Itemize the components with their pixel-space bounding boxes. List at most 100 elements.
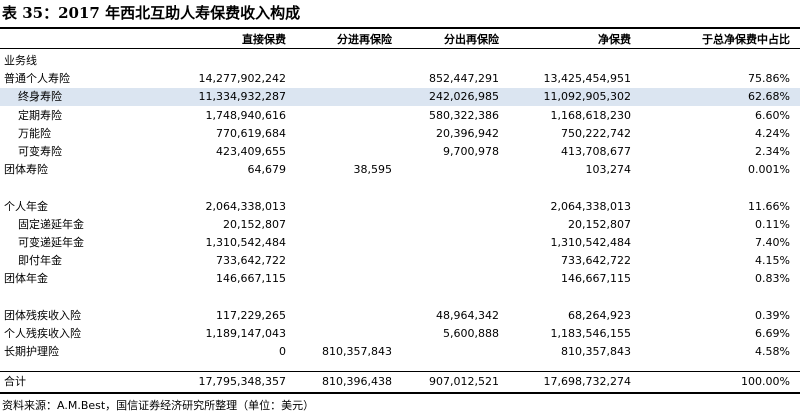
cell-direct-premium: 1,748,940,616 (205, 108, 286, 122)
table-row: 个人年金 2,064,338,013 2,064,338,013 11.66% (0, 198, 800, 216)
cell-direct-premium: 11,334,932,287 (198, 90, 286, 104)
row-label: 长期护理险 (4, 345, 59, 359)
cell-share: 0.39% (755, 308, 790, 322)
header-direct-premium: 直接保费 (242, 33, 286, 46)
table-row: 团体年金 146,667,115 146,667,115 0.83% (0, 270, 800, 288)
table-row: 固定递延年金 20,152,807 20,152,807 0.11% (0, 216, 800, 234)
table-title: 表 35：2017 年西北互助人寿保费收入构成 (2, 4, 301, 22)
cell-net-premium: 103,274 (585, 163, 632, 177)
header-reinsurance-assumed: 分进再保险 (337, 33, 392, 46)
table-row-highlighted: 终身寿险 11,334,932,287 242,026,985 11,092,905,… (0, 88, 800, 107)
row-label: 团体残疾收入险 (4, 308, 81, 322)
header-share-of-total: 于总净保费中占比 (702, 33, 790, 46)
cell-reinsurance-ceded: 20,396,942 (436, 126, 499, 140)
cell-net-premium: 750,222,742 (561, 126, 631, 140)
cell-share: 11.66% (748, 199, 790, 213)
total-reinsurance-assumed: 810,396,438 (322, 375, 392, 388)
row-label: 业务线 (4, 54, 37, 67)
header-reinsurance-ceded: 分出再保险 (444, 33, 499, 46)
row-label: 即付年金 (18, 254, 62, 268)
cell-reinsurance-ceded: 5,600,888 (443, 327, 499, 340)
cell-net-premium: 810,357,843 (561, 345, 631, 359)
cell-reinsurance-ceded: 9,700,978 (443, 145, 499, 158)
row-label: 普通个人寿险 (4, 72, 70, 86)
table-row: 个人残疾收入险 1,189,147,043 5,600,888 1,183,546,1… (0, 325, 800, 343)
table-row: 团体残疾收入险 117,229,265 48,964,342 68,264,923 0.… (0, 307, 800, 325)
source-note: 资料来源：A.M.Best，国信证券经济研究所整理（单位：美元） (2, 399, 315, 412)
cell-direct-premium: 1,310,542,484 (205, 236, 286, 249)
cell-net-premium: 413,708,677 (561, 145, 631, 158)
cell-net-premium: 20,152,807 (568, 217, 631, 231)
cell-direct-premium: 14,277,902,242 (198, 72, 286, 86)
table-row: 长期护理险 0 810,357,843 810,357,843 4.58% (0, 343, 800, 361)
cell-net-premium: 733,642,722 (561, 254, 631, 268)
row-label: 团体年金 (4, 272, 48, 286)
cell-reinsurance-ceded: 852,447,291 (429, 72, 499, 86)
cell-share: 75.86% (748, 72, 790, 86)
cell-direct-premium: 20,152,807 (223, 217, 286, 231)
row-label: 定期寿险 (18, 108, 62, 122)
cell-share: 0.001% (748, 163, 790, 177)
total-label: 合计 (4, 375, 26, 388)
cell-share: 7.40% (755, 236, 790, 249)
table-row (0, 289, 800, 307)
bottom-rule (0, 392, 800, 394)
row-label: 团体寿险 (4, 163, 48, 177)
cell-share: 62.68% (748, 90, 790, 104)
table-header: 直接保费 分进再保险 分出再保险 净保费 于总净保费中占比 (0, 29, 800, 48)
cell-reinsurance-ceded: 242,026,985 (429, 90, 499, 104)
cell-direct-premium: 423,409,655 (216, 145, 286, 158)
cell-net-premium: 1,310,542,484 (550, 236, 631, 249)
cell-net-premium: 11,092,905,302 (543, 90, 631, 104)
table-row: 万能险 770,619,684 20,396,942 750,222,742 4.24% (0, 125, 800, 143)
cell-net-premium: 13,425,454,951 (543, 72, 631, 86)
table-row: 团体寿险 64,679 38,595 103,274 0.001% (0, 161, 800, 179)
table-row: 可变递延年金 1,310,542,484 1,310,542,484 7.40% (0, 234, 800, 252)
cell-share: 6.60% (755, 108, 790, 122)
row-label: 万能险 (18, 126, 51, 140)
cell-direct-premium: 2,064,338,013 (205, 199, 286, 213)
total-direct-premium: 17,795,348,357 (198, 375, 286, 388)
table-row: 普通个人寿险 14,277,902,242 852,447,291 13,425,45… (0, 70, 800, 88)
table-row: 即付年金 733,642,722 733,642,722 4.15% (0, 252, 800, 270)
cell-net-premium: 2,064,338,013 (550, 199, 631, 213)
total-rule (0, 371, 800, 372)
cell-net-premium: 68,264,923 (568, 308, 631, 322)
total-reinsurance-ceded: 907,012,521 (429, 375, 499, 388)
table-row: 业务线 (0, 52, 800, 70)
table-row: 定期寿险 1,748,940,616 580,322,386 1,168,618,23… (0, 107, 800, 125)
table-row: 可变寿险 423,409,655 9,700,978 413,708,677 2.34% (0, 143, 800, 161)
cell-net-premium: 1,183,546,155 (550, 327, 631, 340)
cell-share: 4.24% (755, 126, 790, 140)
cell-direct-premium: 64,679 (247, 163, 287, 177)
row-label: 可变递延年金 (18, 236, 84, 249)
cell-direct-premium: 770,619,684 (216, 126, 286, 140)
cell-direct-premium: 146,667,115 (216, 272, 286, 286)
cell-share: 2.34% (755, 145, 790, 158)
row-label: 个人年金 (4, 199, 48, 213)
row-label: 可变寿险 (18, 145, 62, 158)
cell-share: 0.11% (755, 217, 790, 231)
row-label: 个人残疾收入险 (4, 327, 81, 340)
cell-net-premium: 1,168,618,230 (550, 108, 631, 122)
cell-direct-premium: 733,642,722 (216, 254, 286, 268)
cell-net-premium: 146,667,115 (561, 272, 631, 286)
cell-direct-premium: 117,229,265 (216, 308, 286, 322)
cell-reinsurance-assumed: 810,357,843 (322, 345, 392, 359)
table-row (0, 179, 800, 197)
cell-share: 6.69% (755, 327, 790, 340)
header-rule (0, 48, 800, 49)
cell-reinsurance-assumed: 38,595 (353, 163, 393, 177)
cell-reinsurance-ceded: 580,322,386 (429, 108, 499, 122)
top-rule (0, 27, 800, 29)
row-label: 终身寿险 (18, 90, 62, 104)
cell-reinsurance-ceded: 48,964,342 (436, 308, 499, 322)
total-net-premium: 17,698,732,274 (543, 375, 631, 388)
cell-direct-premium: 1,189,147,043 (205, 327, 286, 340)
cell-share: 4.58% (755, 345, 790, 359)
header-net-premium: 净保费 (598, 33, 631, 46)
row-label: 固定递延年金 (18, 217, 84, 231)
cell-direct-premium: 0 (279, 345, 286, 359)
total-row: 合计 17,795,348,357 810,396,438 907,012,52… (0, 373, 800, 391)
